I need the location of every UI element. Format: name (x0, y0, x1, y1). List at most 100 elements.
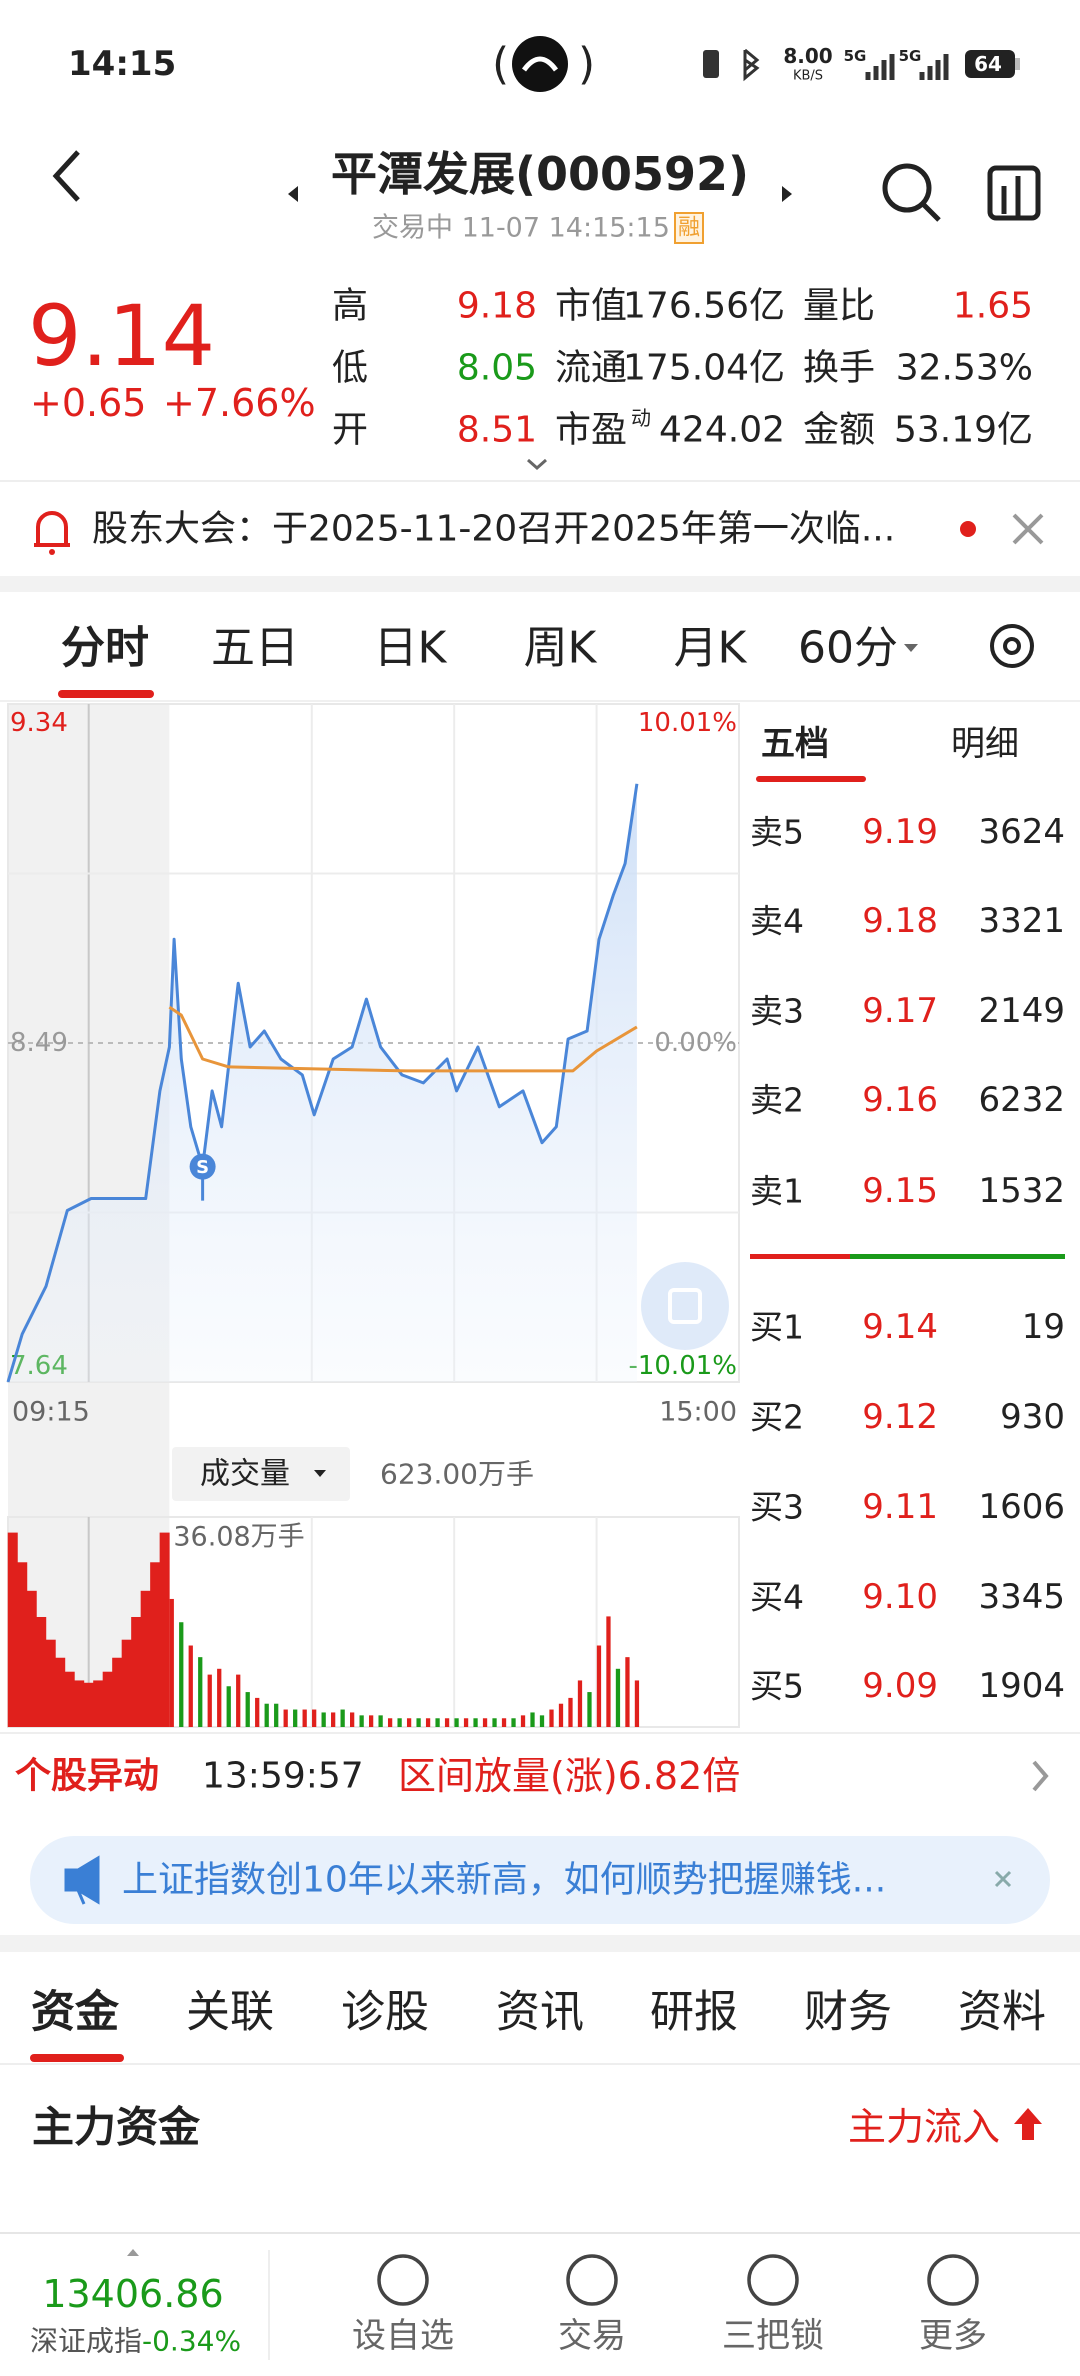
active-tab-underline (30, 2054, 124, 2062)
book-tab[interactable]: 五档 (761, 724, 829, 764)
net-speed: 8.00 (783, 44, 832, 68)
volume-bar (55, 1657, 66, 1727)
section-tab[interactable]: 诊股 (341, 1987, 429, 2038)
divider (0, 2063, 1080, 2065)
stat-label: 开 (332, 410, 368, 451)
nav-icon[interactable] (566, 2254, 618, 2306)
dropdown-caret[interactable] (904, 644, 918, 652)
volume-bar (102, 1671, 113, 1727)
alert-arrow[interactable] (1032, 1760, 1049, 1792)
volume-bar (482, 1718, 488, 1727)
volume-bar (140, 1590, 151, 1727)
gap (0, 1935, 1080, 1952)
book-price: 9.15 (862, 1171, 938, 1211)
book-price: 9.14 (862, 1307, 938, 1347)
volume-bar (207, 1674, 212, 1727)
stat-value: 53.19亿 (894, 410, 1033, 451)
stat-value: 175.04亿 (623, 348, 785, 389)
volume-bar (274, 1703, 279, 1727)
volume-bar (378, 1715, 383, 1727)
period-tab[interactable]: 日K (374, 623, 448, 674)
period-tab[interactable]: 周K (524, 623, 598, 674)
bell-icon (34, 511, 70, 555)
book-level: 买2 (750, 1398, 804, 1437)
nav-label[interactable]: 更多 (919, 2316, 987, 2356)
stat-label: 金额 (803, 410, 875, 451)
close-banner[interactable] (994, 1870, 1012, 1888)
volume-bar (435, 1718, 440, 1727)
volume-bar (93, 1680, 104, 1727)
volume-bar (74, 1680, 85, 1727)
close-notice[interactable] (1012, 513, 1044, 545)
trade-marker (189, 1153, 216, 1180)
book-tab[interactable]: 明细 (951, 724, 1019, 764)
book-price: 9.09 (862, 1666, 938, 1706)
expand-arrow[interactable] (527, 458, 547, 471)
book-volume: 1606 (978, 1487, 1065, 1527)
period-tab[interactable]: 60分 (798, 623, 898, 674)
book-level: 买5 (750, 1667, 804, 1706)
back-button[interactable] (52, 150, 80, 202)
y-tick-label: 9.34 (10, 708, 68, 738)
float-button[interactable] (641, 1262, 729, 1350)
volume-selector[interactable] (172, 1447, 350, 1501)
period-tab[interactable]: 月K (674, 623, 748, 674)
section-tab[interactable]: 资金 (31, 1987, 120, 2038)
nav-icon[interactable] (927, 2254, 979, 2306)
volume-bar (283, 1709, 288, 1727)
stat-label: 市值 (555, 286, 627, 327)
section-tab[interactable]: 关联 (186, 1987, 274, 2038)
volume-bar (121, 1639, 132, 1727)
divider (0, 2232, 1080, 2234)
volume-bar (615, 1668, 621, 1727)
section-tab[interactable]: 研报 (650, 1987, 738, 2038)
volume-bar (577, 1680, 583, 1727)
nav-icon[interactable] (747, 2254, 799, 2306)
stat-value: 424.02 (659, 410, 785, 451)
nav-icon[interactable] (377, 2254, 429, 2306)
alert-text[interactable]: 区间放量(涨)6.82倍 (398, 1754, 740, 1798)
y2-tick-label: 10.01% (638, 708, 737, 738)
price-area (8, 783, 637, 1382)
volume-bar (7, 1532, 18, 1727)
nav-label[interactable]: 交易 (558, 2316, 626, 2356)
volume-bar (454, 1718, 459, 1727)
signal-label: 5G (844, 47, 867, 65)
section-tab[interactable]: 资讯 (496, 1987, 584, 2038)
stat-label: 换手 (803, 348, 875, 389)
trade-marker-label: S (196, 1157, 209, 1178)
volume-bar (45, 1639, 56, 1727)
banner[interactable] (30, 1836, 1050, 1924)
section-tab[interactable]: 资料 (958, 1987, 1046, 2038)
x-tick-label: 09:15 (12, 1397, 90, 1428)
banner-text[interactable]: 上证指数创10年以来新高，如何顺势把握赚钱... (122, 1860, 886, 1901)
settings-icon[interactable] (990, 624, 1034, 668)
volume-bar (112, 1657, 123, 1727)
notice-text[interactable]: 股东大会：于2025-11-20召开2025年第一次临... (92, 509, 895, 550)
prev-stock[interactable] (288, 186, 298, 202)
section-tab[interactable]: 财务 (804, 1987, 892, 2038)
search-icon[interactable] (882, 163, 941, 222)
volume-bar (587, 1692, 592, 1727)
y2-tick-label: -10.01% (628, 1351, 737, 1381)
share-icon[interactable] (987, 165, 1041, 221)
section-tabs: 资金 关联 诊股 资讯 研报 财务 资料 (31, 1987, 1046, 2038)
index-value[interactable]: 13406.86 (42, 2272, 223, 2316)
volume-bar (169, 1598, 174, 1727)
book-price: 9.10 (862, 1577, 938, 1617)
flow-label[interactable]: 主力流入 (848, 2105, 1000, 2149)
volume-selector-label: 成交量 (200, 1457, 290, 1492)
nav-label[interactable]: 三把锁 (722, 2316, 824, 2356)
stat-value: 32.53% (896, 348, 1033, 389)
active-tab-underline (58, 690, 154, 698)
book-level: 卖4 (750, 902, 804, 941)
period-tab[interactable]: 五日 (211, 623, 299, 674)
nav-label[interactable]: 设自选 (352, 2316, 454, 2356)
volume-bar (26, 1590, 37, 1727)
period-tab[interactable]: 分时 (61, 623, 149, 674)
book-level: 买1 (750, 1308, 804, 1347)
book-volume: 1904 (978, 1666, 1065, 1706)
next-stock[interactable] (782, 186, 792, 202)
